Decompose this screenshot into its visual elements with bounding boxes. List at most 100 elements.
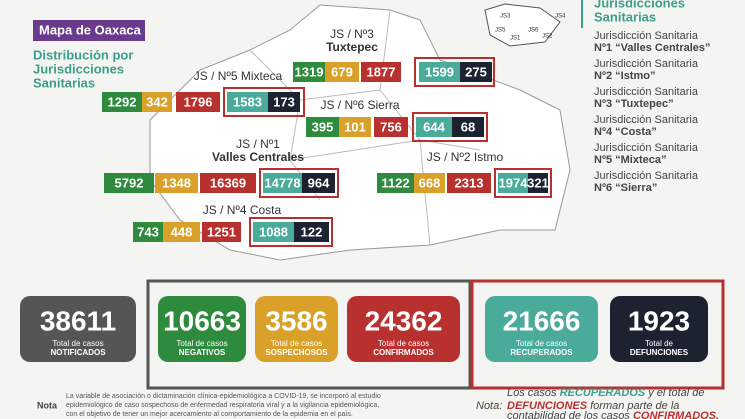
total-box <box>610 296 708 362</box>
note-part: y el total de <box>645 387 704 399</box>
total-value: 21666 <box>503 305 581 336</box>
note-part: RECUPERADOS <box>560 387 646 399</box>
region-outline <box>259 168 339 198</box>
total-label: NEGATIVOS <box>179 348 226 357</box>
total-caption: Total de casos <box>378 339 429 348</box>
legend-item: Jurisdicción Sanitaria <box>594 58 699 70</box>
count: 1122 <box>381 175 409 190</box>
legend-item: Nº1 “Valles Centrales” <box>594 42 711 54</box>
count-box <box>452 117 484 137</box>
count-box <box>361 62 401 82</box>
total-box <box>485 296 598 362</box>
count-box <box>419 62 460 82</box>
legend-item: Jurisdicción Sanitaria <box>594 30 699 42</box>
count: 1583 <box>233 94 262 109</box>
region-label: JS / Nº4 Costa <box>203 203 282 217</box>
region-outline <box>223 87 305 117</box>
count-box <box>102 92 142 112</box>
region-label: JS / Nº5 Mixteca <box>194 69 283 83</box>
count-box <box>155 173 198 193</box>
total-caption: Total de casos <box>271 339 322 348</box>
legend-item: Jurisdicción Sanitaria <box>594 114 699 126</box>
region-outline <box>494 168 552 198</box>
count: 14778 <box>264 175 300 190</box>
subtitle: Sanitarias <box>33 75 95 90</box>
mini-map <box>484 3 561 47</box>
region-outline <box>249 217 333 247</box>
count: 1292 <box>108 94 137 109</box>
count: 743 <box>137 224 159 239</box>
count-box <box>447 173 491 193</box>
count: 68 <box>461 119 475 134</box>
count-box <box>142 92 172 112</box>
region-outline <box>414 57 495 87</box>
count: 122 <box>301 224 323 239</box>
count: 5792 <box>115 175 144 190</box>
count-box <box>498 173 528 193</box>
note-part: DEFUNCIONES <box>507 400 588 412</box>
legend-item: Nº3 “Tuxtepec” <box>594 98 674 110</box>
legend-title: Sanitarias <box>594 9 656 24</box>
note-part: forman parte de la <box>587 400 679 412</box>
total-label: SOSPECHOSOS <box>265 348 328 357</box>
region-label: JS / Nº6 Sierra <box>320 98 399 112</box>
title-bg <box>33 20 145 41</box>
group-outline <box>146 279 472 390</box>
region-outline <box>412 112 488 142</box>
count-box <box>133 222 163 242</box>
mini-label: JS2 <box>542 34 553 40</box>
count: 16369 <box>210 175 246 190</box>
count: 1974 <box>499 175 529 190</box>
legend-item: Nº5 “Mixteca” <box>594 154 667 166</box>
mini-label: JS1 <box>510 36 521 42</box>
note-text: DEFUNCIONES forman parte de la <box>507 400 679 412</box>
count: 644 <box>423 119 445 134</box>
count-box <box>377 173 414 193</box>
note-title: Nota: <box>476 400 502 412</box>
subtitle: Distribución por <box>33 47 133 62</box>
note-text: Los casos RECUPERADOS y el total de <box>507 387 705 399</box>
count-box <box>176 92 220 112</box>
count-box <box>414 173 445 193</box>
total-value: 38611 <box>40 305 116 336</box>
count-box <box>294 222 329 242</box>
total-value: 24362 <box>365 305 443 336</box>
legend-item: Nº4 “Costa” <box>594 126 657 138</box>
total-caption: Total de casos <box>52 339 103 348</box>
total-value: 3586 <box>265 305 327 336</box>
count: 1088 <box>259 224 288 239</box>
count: 756 <box>380 119 402 134</box>
count: 275 <box>465 64 487 79</box>
region-label: Valles Centrales <box>212 150 304 164</box>
count-box <box>528 173 548 193</box>
total-box <box>20 296 136 362</box>
legend-title: Jurisdicciones <box>594 0 685 10</box>
count-box <box>227 92 268 112</box>
count: 1251 <box>207 224 236 239</box>
note-text: epidemiológico de caso sospechoso de enf… <box>66 402 379 409</box>
mini-label: JS5 <box>495 28 506 34</box>
count-box <box>104 173 154 193</box>
note-part: CONFIRMADOS. <box>633 410 719 419</box>
count: 101 <box>344 119 366 134</box>
note-text: contabilidad de los casos CONFIRMADOS. <box>507 410 719 419</box>
total-label: CONFIRMADOS <box>373 348 434 357</box>
mini-label: JS3 <box>500 14 511 20</box>
note-title: Nota <box>37 400 58 410</box>
count: 342 <box>146 94 168 109</box>
total-box <box>347 296 460 362</box>
count: 2313 <box>455 175 484 190</box>
legend-item: Nº2 “Istmo” <box>594 70 655 82</box>
count-box <box>163 222 200 242</box>
count-box <box>460 62 492 82</box>
count-box <box>302 173 335 193</box>
legend-item: Jurisdicción Sanitaria <box>594 86 699 98</box>
total-label: DEFUNCIONES <box>630 348 689 357</box>
count-box <box>325 62 359 82</box>
mini-label: JS4 <box>555 14 566 20</box>
count-box <box>202 222 241 242</box>
group-outline <box>470 279 725 390</box>
count: 173 <box>273 94 295 109</box>
